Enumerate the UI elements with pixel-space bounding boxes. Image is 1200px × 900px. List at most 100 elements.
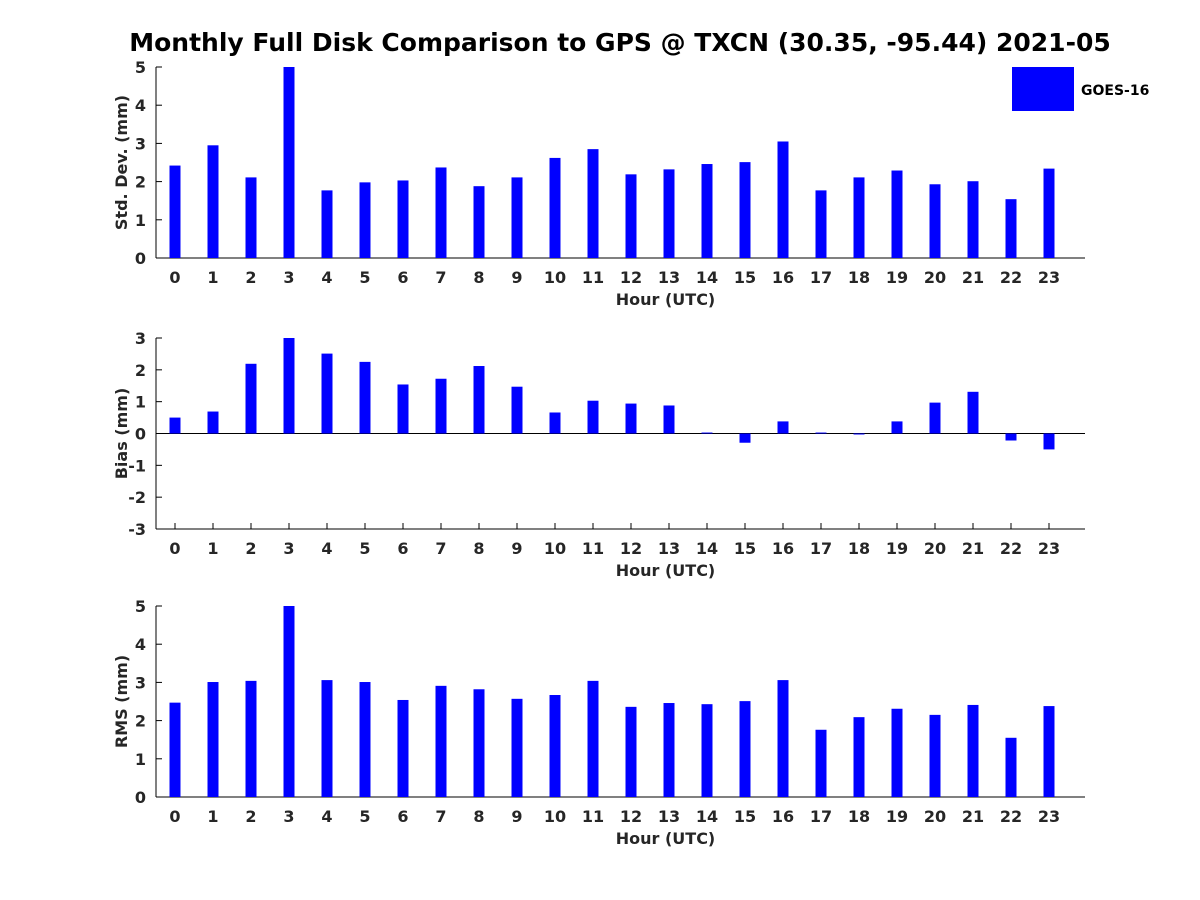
bar (245, 363, 257, 434)
bar (321, 353, 333, 434)
bar (549, 412, 561, 434)
bar (283, 338, 295, 434)
x-tick-label: 22 (1000, 539, 1022, 558)
bar (435, 685, 447, 797)
bar (777, 680, 789, 797)
x-tick-label: 21 (962, 268, 984, 287)
figure-title: Monthly Full Disk Comparison to GPS @ TX… (129, 28, 1111, 57)
bar (207, 682, 219, 797)
bar (587, 680, 599, 797)
bar (473, 689, 485, 797)
y-tick-label: 0 (135, 425, 146, 444)
x-tick-label: 5 (359, 807, 370, 826)
bar (511, 386, 523, 434)
bar (1043, 433, 1055, 450)
y-tick-label: 1 (135, 750, 146, 769)
bar (1005, 199, 1017, 258)
x-tick-label: 1 (207, 268, 218, 287)
x-tick-label: 22 (1000, 807, 1022, 826)
bar (777, 421, 789, 434)
legend-label: GOES-16 (1081, 83, 1149, 99)
bar (701, 432, 713, 434)
x-tick-label: 23 (1038, 807, 1060, 826)
x-tick-label: 8 (473, 807, 484, 826)
x-tick-label: 9 (511, 807, 522, 826)
bar (283, 67, 295, 258)
x-tick-label: 20 (924, 539, 946, 558)
x-tick-label: 21 (962, 539, 984, 558)
y-axis-label: RMS (mm) (112, 655, 131, 748)
x-tick-label: 18 (848, 268, 870, 287)
bar (321, 190, 333, 258)
x-tick-label: 18 (848, 807, 870, 826)
x-tick-label: 3 (283, 268, 294, 287)
bar (321, 680, 333, 797)
bar (397, 384, 409, 434)
y-axis-label: Std. Dev. (mm) (112, 95, 131, 230)
bar (359, 182, 371, 258)
bar (929, 402, 941, 434)
x-tick-label: 5 (359, 268, 370, 287)
bar (587, 149, 599, 258)
x-tick-label: 8 (473, 268, 484, 287)
bar (283, 606, 295, 797)
x-tick-label: 0 (169, 807, 180, 826)
x-tick-label: 12 (620, 539, 642, 558)
x-tick-label: 11 (582, 539, 604, 558)
x-tick-label: 12 (620, 268, 642, 287)
y-tick-label: -2 (128, 488, 146, 507)
x-tick-label: 8 (473, 539, 484, 558)
x-tick-label: 14 (696, 268, 718, 287)
x-tick-label: 19 (886, 807, 908, 826)
x-tick-label: 15 (734, 539, 756, 558)
bar (891, 170, 903, 258)
bar (739, 433, 751, 443)
x-tick-label: 13 (658, 807, 680, 826)
y-tick-label: 2 (135, 361, 146, 380)
bar (207, 411, 219, 434)
bar (549, 157, 561, 258)
bar (1005, 737, 1017, 797)
bar (663, 703, 675, 797)
bar (701, 704, 713, 797)
bar (739, 162, 751, 258)
bar (815, 729, 827, 797)
bar (359, 361, 371, 434)
bar (511, 177, 523, 258)
x-tick-label: 14 (696, 807, 718, 826)
bar (473, 366, 485, 434)
y-tick-label: 0 (135, 788, 146, 807)
bar (625, 174, 637, 258)
x-tick-label: 0 (169, 539, 180, 558)
x-tick-label: 6 (397, 268, 408, 287)
x-tick-label: 5 (359, 539, 370, 558)
x-axis-label: Hour (UTC) (616, 561, 716, 580)
x-tick-label: 20 (924, 807, 946, 826)
x-tick-label: 11 (582, 807, 604, 826)
bar (169, 702, 181, 797)
y-tick-label: 1 (135, 211, 146, 230)
x-tick-label: 6 (397, 539, 408, 558)
y-tick-label: 4 (135, 635, 146, 654)
bar (169, 165, 181, 258)
x-tick-label: 13 (658, 539, 680, 558)
bar (245, 177, 257, 258)
x-tick-label: 15 (734, 807, 756, 826)
x-tick-label: 4 (321, 268, 332, 287)
x-tick-label: 3 (283, 539, 294, 558)
x-tick-label: 10 (544, 539, 566, 558)
bar (207, 145, 219, 258)
bar (739, 701, 751, 797)
bar (397, 699, 409, 797)
x-tick-label: 7 (435, 807, 446, 826)
x-axis-label: Hour (UTC) (616, 290, 716, 309)
bar (967, 391, 979, 434)
y-tick-label: 4 (135, 96, 146, 115)
x-tick-label: 19 (886, 268, 908, 287)
bar (473, 186, 485, 258)
bar (169, 417, 181, 434)
x-tick-label: 20 (924, 268, 946, 287)
x-tick-label: 2 (245, 268, 256, 287)
x-tick-label: 21 (962, 807, 984, 826)
